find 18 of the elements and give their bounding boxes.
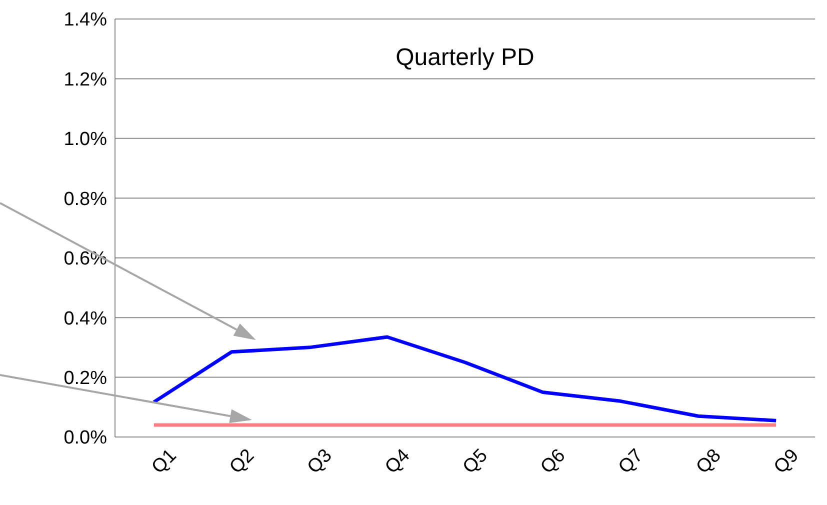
y-tick-label: 0.4% <box>64 308 108 330</box>
x-tick-label: Q3 <box>304 445 336 478</box>
x-tick-label: Q6 <box>536 445 570 478</box>
text: Quarterly PD <box>394 44 536 72</box>
x-tick-label: Q5 <box>459 445 492 478</box>
y-tick-label: 0.8% <box>64 188 108 210</box>
y-tick-label: 1.4% <box>64 10 108 31</box>
x-tick-label: Q4 <box>381 444 414 478</box>
x-tick-label: Q1 <box>148 445 181 478</box>
x-tick-label: Q7 <box>614 445 648 478</box>
y-tick-label: 1.0% <box>64 129 108 150</box>
line-series <box>152 335 778 422</box>
x-tick-label: Q9 <box>770 445 803 478</box>
y-tick-label: 1.2% <box>64 69 108 90</box>
y-tick-label: 0.2% <box>64 368 108 390</box>
x-tick-label: Q2 <box>226 445 259 478</box>
y-tick-label: 0.0% <box>64 428 108 449</box>
x-tick-label: Q8 <box>692 445 726 478</box>
